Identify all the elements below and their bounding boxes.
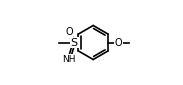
Text: O: O [65,27,73,37]
Text: NH: NH [62,55,76,64]
Text: O: O [115,37,122,48]
Text: S: S [70,37,78,48]
